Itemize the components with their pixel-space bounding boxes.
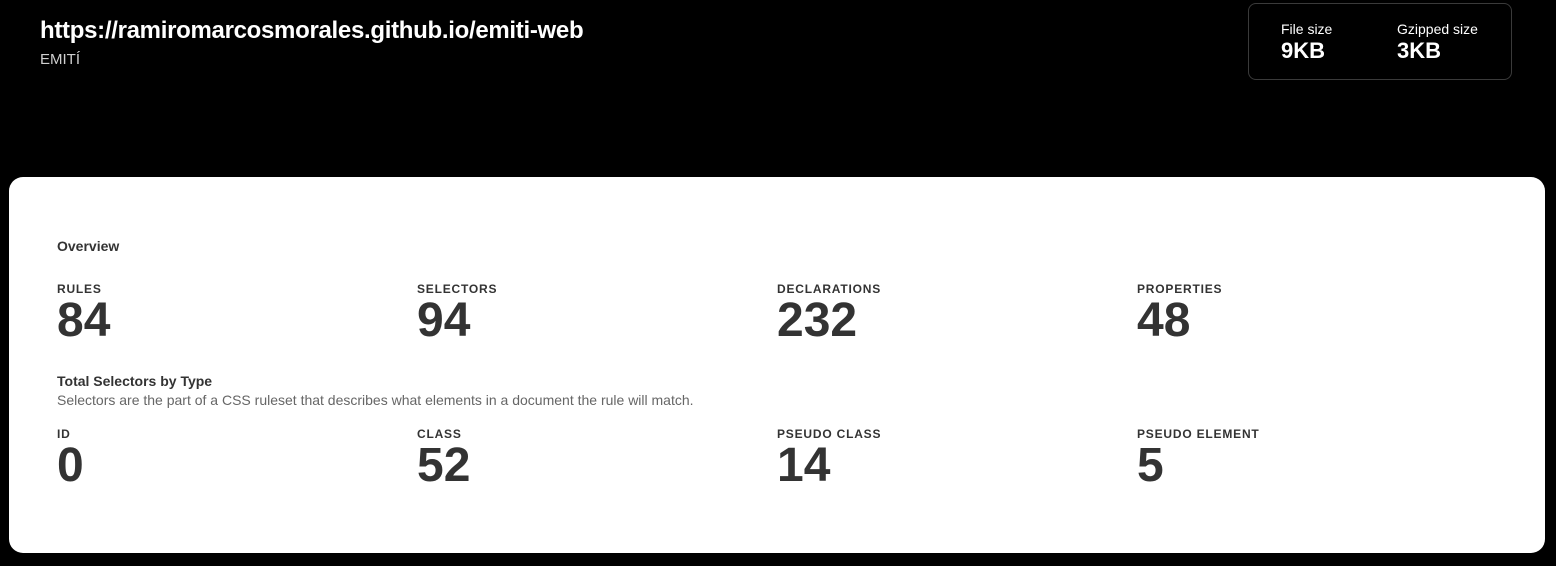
stat-pseudo-element-selectors: PSEUDO ELEMENT 5: [1137, 427, 1260, 491]
stat-class-selectors: CLASS 52: [417, 427, 470, 491]
stat-value: 232: [777, 294, 858, 347]
stat-id-selectors: ID 0: [57, 427, 84, 491]
selectors-by-type-heading: Total Selectors by Type: [57, 373, 213, 389]
page-title-url: https://ramiromarcosmorales.github.io/em…: [40, 17, 584, 44]
stats-card: Overview RULES 84 SELECTORS 94 DECLARATI…: [9, 177, 1545, 553]
stat-value: 5: [1137, 439, 1164, 492]
stat-label: CLASS: [417, 427, 462, 441]
stat-declarations: DECLARATIONS 232: [777, 282, 881, 346]
stat-label: RULES: [57, 282, 102, 296]
page-header: https://ramiromarcosmorales.github.io/em…: [40, 16, 584, 69]
stat-label: PROPERTIES: [1137, 282, 1223, 296]
stat-value: 94: [417, 294, 471, 347]
stat-value: 14: [777, 439, 831, 492]
stat-selectors: SELECTORS 94: [417, 282, 497, 346]
stat-label: SELECTORS: [417, 282, 498, 296]
file-size-stat: File size 9KB: [1281, 21, 1332, 63]
site-name: EMITÍ: [40, 51, 80, 68]
stat-label: DECLARATIONS: [777, 282, 882, 296]
stat-label: PSEUDO ELEMENT: [1137, 427, 1260, 441]
file-size-label: File size: [1281, 21, 1333, 37]
stat-value: 0: [57, 439, 84, 492]
file-size-panel: File size 9KB Gzipped size 3KB: [1248, 3, 1512, 80]
gzipped-size-stat: Gzipped size 3KB: [1397, 21, 1478, 63]
overview-heading: Overview: [57, 238, 120, 254]
stat-properties: PROPERTIES 48: [1137, 282, 1222, 346]
gzipped-size-value: 3KB: [1397, 38, 1442, 63]
gzipped-size-label: Gzipped size: [1397, 21, 1478, 37]
stat-value: 84: [57, 294, 111, 347]
stat-rules: RULES 84: [57, 282, 110, 346]
stat-label: ID: [57, 427, 71, 441]
stat-pseudo-class-selectors: PSEUDO CLASS 14: [777, 427, 881, 491]
stat-label: PSEUDO CLASS: [777, 427, 882, 441]
file-size-value: 9KB: [1281, 38, 1326, 63]
stat-value: 48: [1137, 294, 1191, 347]
stat-value: 52: [417, 439, 471, 492]
selectors-by-type-description: Selectors are the part of a CSS ruleset …: [57, 392, 694, 408]
